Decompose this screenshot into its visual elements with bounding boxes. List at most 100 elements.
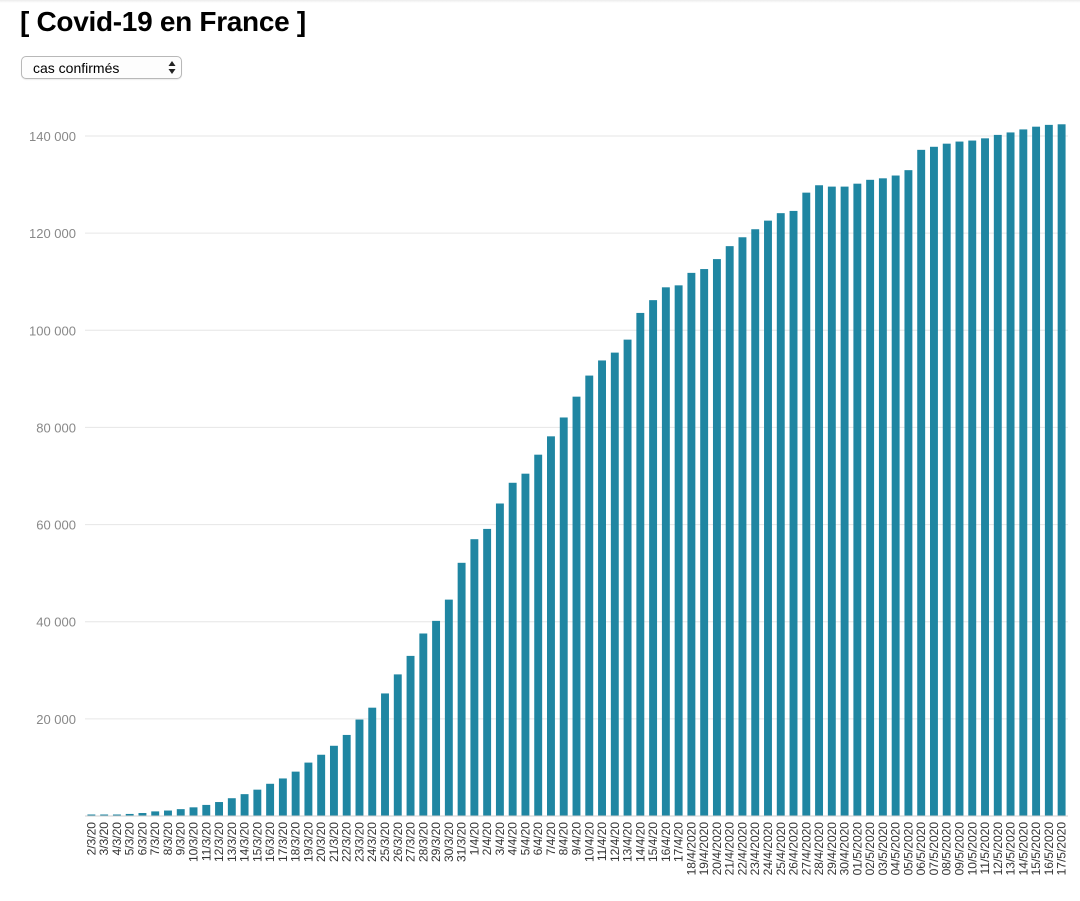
bar bbox=[725, 246, 734, 816]
x-tick-label: 30/3/20 bbox=[442, 822, 456, 862]
x-tick-label: 9/4/20 bbox=[570, 822, 584, 856]
bar bbox=[598, 360, 606, 816]
x-tick-label: 2/4/20 bbox=[480, 822, 494, 856]
bar bbox=[151, 811, 160, 816]
x-tick-label: 31/3/20 bbox=[455, 822, 469, 862]
bar bbox=[904, 170, 913, 816]
x-tick-label: 8/3/20 bbox=[161, 822, 175, 856]
x-tick-label: 11/5/2020 bbox=[978, 822, 992, 875]
bar bbox=[100, 814, 109, 816]
bar bbox=[240, 794, 249, 816]
x-tick-label: 17/3/20 bbox=[276, 822, 290, 862]
bar bbox=[393, 674, 402, 816]
bar bbox=[495, 503, 504, 816]
x-tick-label: 3/3/20 bbox=[97, 822, 111, 856]
bar bbox=[815, 185, 824, 816]
bar bbox=[942, 143, 951, 816]
bar bbox=[636, 312, 645, 816]
x-tick-label: 3/4/20 bbox=[493, 822, 507, 856]
x-tick-label: 20/3/20 bbox=[314, 822, 328, 862]
bar bbox=[291, 771, 300, 816]
metric-select[interactable]: cas confirmés bbox=[21, 56, 182, 79]
bar bbox=[87, 814, 96, 816]
bar bbox=[700, 269, 709, 816]
bar bbox=[278, 778, 287, 816]
x-tick-label: 25/3/20 bbox=[378, 822, 392, 862]
bar bbox=[878, 178, 887, 816]
page-title: [ Covid-19 en France ] bbox=[20, 6, 306, 37]
x-tick-label: 24/4/2020 bbox=[761, 822, 775, 876]
x-tick-label: 21/4/2020 bbox=[723, 822, 737, 876]
x-tick-label: 6/4/20 bbox=[531, 822, 545, 856]
y-tick-label: 60 000 bbox=[36, 518, 76, 533]
bar bbox=[891, 175, 900, 816]
x-tick-label: 30/4/2020 bbox=[838, 822, 852, 876]
bar bbox=[368, 707, 377, 816]
bar bbox=[764, 220, 772, 817]
x-tick-label: 06/5/2020 bbox=[914, 822, 928, 876]
bar bbox=[840, 186, 849, 816]
x-tick-label: 16/4/20 bbox=[659, 822, 673, 862]
bar bbox=[483, 528, 492, 816]
x-tick-label: 18/3/20 bbox=[289, 822, 303, 862]
bar bbox=[572, 396, 581, 816]
x-tick-label: 7/4/20 bbox=[544, 822, 558, 856]
bar bbox=[202, 804, 211, 816]
x-tick-label: 5/3/20 bbox=[123, 822, 137, 856]
bar bbox=[981, 138, 989, 816]
x-tick-label: 28/3/20 bbox=[416, 822, 430, 862]
y-tick-label: 40 000 bbox=[36, 615, 76, 630]
x-tick-label: 21/3/20 bbox=[327, 822, 341, 862]
x-tick-label: 02/5/2020 bbox=[863, 822, 877, 876]
x-tick-label: 14/4/20 bbox=[633, 822, 647, 862]
bar bbox=[649, 300, 658, 816]
y-tick-label: 140 000 bbox=[29, 129, 76, 144]
x-tick-label: 18/4/2020 bbox=[684, 822, 698, 876]
x-tick-label: 09/5/2020 bbox=[952, 822, 966, 876]
x-tick-label: 22/3/20 bbox=[340, 822, 354, 862]
x-tick-label: 9/3/20 bbox=[174, 822, 188, 856]
x-tick-label: 29/3/20 bbox=[429, 822, 443, 862]
bar bbox=[1044, 124, 1053, 816]
bar bbox=[266, 783, 275, 816]
x-tick-label: 13/4/20 bbox=[621, 822, 635, 862]
x-tick-label: 1/4/20 bbox=[467, 822, 481, 856]
bar bbox=[508, 482, 517, 816]
x-tick-label: 19/4/2020 bbox=[697, 822, 711, 876]
bar bbox=[993, 134, 1002, 816]
x-tick-label: 12/4/20 bbox=[608, 822, 622, 862]
x-tick-label: 17/4/20 bbox=[672, 822, 686, 862]
x-tick-label: 15/5/2020 bbox=[1029, 822, 1043, 876]
bar bbox=[968, 140, 977, 816]
bar bbox=[1019, 129, 1028, 817]
bar bbox=[1006, 132, 1015, 816]
bar bbox=[661, 287, 670, 816]
x-tick-label: 28/4/2020 bbox=[812, 822, 826, 876]
x-tick-label: 8/4/20 bbox=[557, 822, 571, 856]
x-tick-label: 7/3/20 bbox=[148, 822, 162, 856]
bar bbox=[125, 813, 134, 816]
x-tick-label: 13/5/2020 bbox=[1004, 822, 1018, 876]
bar bbox=[547, 436, 555, 816]
x-tick-label: 27/3/20 bbox=[404, 822, 418, 862]
bar bbox=[189, 807, 198, 816]
bar bbox=[355, 719, 364, 816]
bar bbox=[138, 813, 147, 816]
x-tick-label: 26/4/2020 bbox=[787, 822, 801, 876]
top-divider bbox=[0, 0, 1080, 3]
bar bbox=[432, 620, 441, 816]
bar bbox=[955, 141, 964, 816]
x-tick-label: 20/4/2020 bbox=[710, 822, 724, 876]
bar bbox=[751, 229, 760, 816]
x-tick-label: 2/3/20 bbox=[84, 822, 98, 856]
bar bbox=[623, 339, 632, 816]
x-tick-label: 10/5/2020 bbox=[965, 822, 979, 876]
x-tick-label: 16/3/20 bbox=[263, 822, 277, 862]
bar bbox=[534, 454, 543, 816]
x-tick-label: 15/3/20 bbox=[250, 822, 264, 862]
bar bbox=[304, 762, 313, 816]
bar bbox=[827, 186, 836, 816]
bar bbox=[329, 745, 338, 816]
bar bbox=[1057, 124, 1066, 816]
bar bbox=[674, 285, 683, 817]
